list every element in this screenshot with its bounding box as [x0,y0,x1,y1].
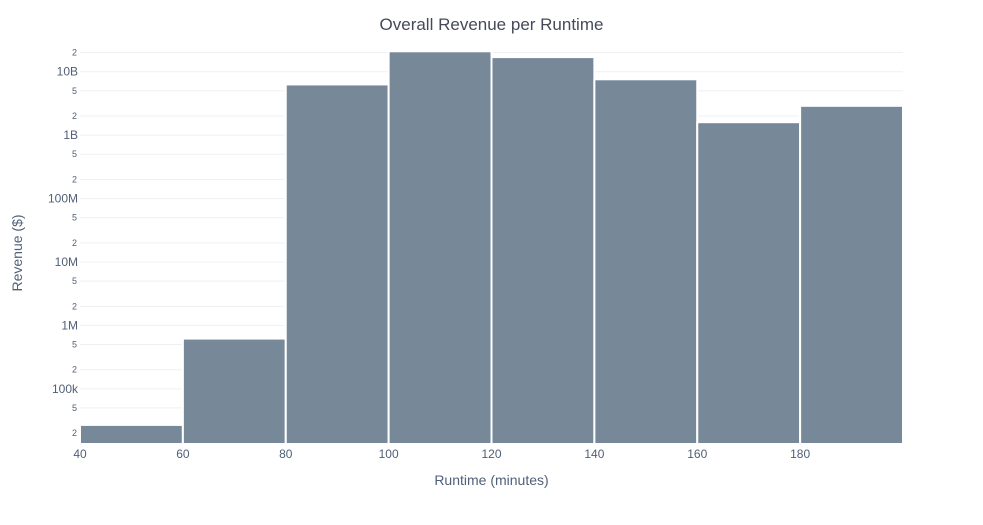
y-minor-tick-label: 5 [72,340,77,350]
x-tick-label: 140 [584,447,604,461]
y-tick-label: 1M [61,318,78,332]
y-minor-tick-label: 2 [72,174,77,184]
y-tick-label: 100k [52,382,79,396]
x-tick-label: 160 [687,447,707,461]
x-axis-title: Runtime (minutes) [434,472,548,488]
histogram-bar [490,56,596,446]
histogram-bar [79,423,184,445]
y-minor-tick-label: 2 [72,111,77,121]
y-tick-label: 10M [55,255,78,269]
y-minor-tick-label: 5 [72,86,77,96]
y-minor-tick-label: 2 [72,238,77,248]
histogram-bar [593,78,699,445]
y-minor-tick-label: 5 [72,403,77,413]
y-minor-tick-label: 2 [72,365,77,375]
y-minor-tick-label: 5 [72,213,77,223]
chart-title: Overall Revenue per Runtime [380,15,604,34]
histogram-bar [696,121,802,445]
x-tick-label: 120 [481,447,501,461]
histogram-bar [181,337,287,445]
y-tick-label: 100M [48,192,78,206]
histogram-bar [387,50,493,445]
y-minor-tick-label: 5 [72,149,77,159]
x-tick-label: 60 [176,447,190,461]
x-tick-label: 40 [73,447,87,461]
y-tick-label: 1B [63,128,78,142]
x-axis-ticks: 40 60 80 100 120 140 160 180 [73,447,810,461]
bars-layer [79,50,904,446]
x-tick-label: 80 [279,447,293,461]
y-minor-tick-label: 2 [72,301,77,311]
y-minor-tick-label: 5 [72,276,77,286]
y-minor-tick-label: 2 [72,48,77,58]
y-axis-ticks: 100k 1M 10M 100M 1B 10B 2 5 2 5 2 5 2 5 2 5 2 5 2 [48,48,79,439]
y-axis-title: Revenue ($) [9,214,25,291]
y-tick-label: 10B [57,65,78,79]
histogram-bar [284,83,390,446]
x-tick-label: 180 [790,447,810,461]
y-minor-tick-label: 2 [72,428,77,438]
x-tick-label: 100 [379,447,399,461]
histogram-bar [799,104,904,446]
